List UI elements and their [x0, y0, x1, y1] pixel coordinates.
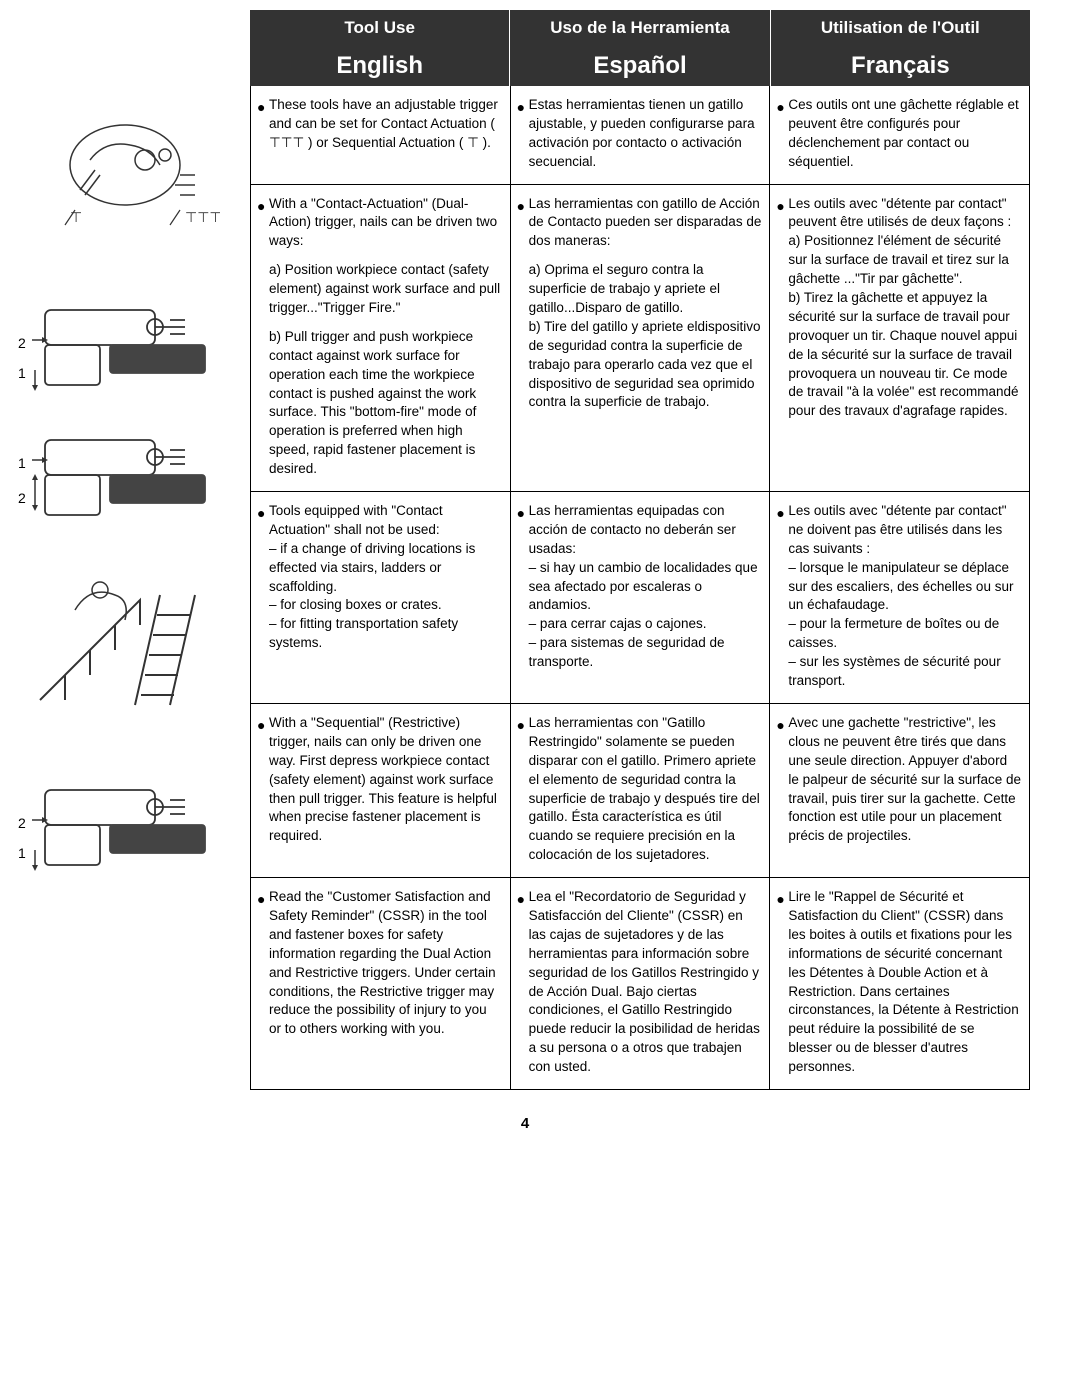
text-es-3b: – si hay un cambio de localidades que se…: [529, 559, 762, 616]
bullet-icon: ●: [257, 197, 265, 217]
content-row-3: ● Tools equipped with "Contact Actuation…: [250, 492, 1030, 704]
cell-fr-2: ● Les outils avec "détente par contact" …: [770, 185, 1029, 491]
text-en-3b: – if a change of driving locations is ef…: [269, 540, 502, 597]
text-es-5: Lea el "Recordatorio de Seguridad y Sati…: [529, 888, 762, 1077]
text-en-5: Read the "Customer Satisfaction and Safe…: [269, 888, 502, 1039]
text-es-3a: Las herramientas equipadas con acción de…: [529, 502, 762, 559]
text-en-3c: – for closing boxes or crates.: [269, 596, 502, 615]
text-en-2b: a) Position workpiece contact (safety el…: [269, 261, 502, 318]
text-fr-2a: Les outils avec "détente par contact" pe…: [788, 195, 1021, 233]
text-fr-3b: – lorsque le manipulateur se déplace sur…: [788, 559, 1021, 616]
text-es-1: Estas herramientas tienen un gatillo aju…: [529, 96, 762, 172]
bullet-icon: ●: [776, 98, 784, 118]
cell-en-1: ● These tools have an adjustable trigger…: [251, 86, 511, 184]
text-es-2c: b) Tire del gatillo y apriete eldisposit…: [529, 318, 762, 412]
text-en-3d: – for fitting transportation safety syst…: [269, 615, 502, 653]
header-utilisation: Utilisation de l'Outil: [771, 10, 1030, 46]
text-en-2a: With a "Contact-Actuation" (Dual-Action)…: [269, 195, 502, 252]
illustration-sequential-fire: 2 1: [20, 770, 220, 880]
text-en-4: With a "Sequential" (Restrictive) trigge…: [269, 714, 502, 846]
cell-fr-5: ● Lire le "Rappel de Sécurité et Satisfa…: [770, 878, 1029, 1089]
illustration-contact-fire-b: 1 2: [20, 420, 220, 530]
bullet-icon: ●: [776, 197, 784, 217]
lang-espanol: Español: [510, 46, 770, 86]
bullet-icon: ●: [257, 98, 265, 118]
language-header-row: English Español Français: [250, 46, 1030, 86]
text-fr-2b: a) Positionnez l'élément de sécurité sur…: [788, 232, 1021, 289]
cell-en-5: ● Read the "Customer Satisfaction and Sa…: [251, 878, 511, 1089]
text-en-3a: Tools equipped with "Contact Actuation" …: [269, 502, 502, 540]
cell-es-3: ● Las herramientas equipadas con acción …: [511, 492, 771, 703]
content-row-4: ● With a "Sequential" (Restrictive) trig…: [250, 704, 1030, 878]
text-fr-5: Lire le "Rappel de Sécurité et Satisfact…: [788, 888, 1021, 1077]
bullet-icon: ●: [517, 504, 525, 524]
cell-es-5: ● Lea el "Recordatorio de Seguridad y Sa…: [511, 878, 771, 1089]
bullet-icon: ●: [776, 890, 784, 910]
bullet-icon: ●: [517, 890, 525, 910]
cell-fr-3: ● Les outils avec "détente par contact" …: [770, 492, 1029, 703]
content-row-2: ● With a "Contact-Actuation" (Dual-Actio…: [250, 185, 1030, 492]
bullet-icon: ●: [776, 716, 784, 736]
bullet-icon: ●: [517, 98, 525, 118]
cell-en-2: ● With a "Contact-Actuation" (Dual-Actio…: [251, 185, 511, 491]
text-fr-2c: b) Tirez la gâchette et appuyez la sécur…: [788, 289, 1021, 421]
text-fr-4: Avec une gachette "restrictive", les clo…: [788, 714, 1021, 846]
text-es-3d: – para sistemas de seguridad de transpor…: [529, 634, 762, 672]
text-fr-3a: Les outils avec "détente par contact" ne…: [788, 502, 1021, 559]
cell-fr-1: ● Ces outils ont une gâchette réglable e…: [770, 86, 1029, 184]
bullet-icon: ●: [517, 197, 525, 217]
illustration-column: ⊤ ⊤⊤⊤ 2 1: [20, 10, 240, 1090]
cell-es-2: ● Las herramientas con gatillo de Acción…: [511, 185, 771, 491]
content-row-5: ● Read the "Customer Satisfaction and Sa…: [250, 878, 1030, 1090]
cell-fr-4: ● Avec une gachette "restrictive", les c…: [770, 704, 1029, 877]
illustration-contact-fire-a: 2 1: [20, 290, 220, 400]
content-row-1: ● These tools have an adjustable trigger…: [250, 86, 1030, 185]
bullet-icon: ●: [257, 504, 265, 524]
illustration-trigger-modes: ⊤ ⊤⊤⊤: [20, 110, 220, 240]
title-header-row: Tool Use Uso de la Herramienta Utilisati…: [250, 10, 1030, 46]
text-es-2a: Las herramientas con gatillo de Acción d…: [529, 195, 762, 252]
text-fr-1: Ces outils ont une gâchette réglable et …: [788, 96, 1021, 172]
bullet-icon: ●: [257, 890, 265, 910]
content-column: Tool Use Uso de la Herramienta Utilisati…: [250, 10, 1030, 1090]
text-es-4: Las herramientas con "Gatillo Restringid…: [529, 714, 762, 865]
cell-es-1: ● Estas herramientas tienen un gatillo a…: [511, 86, 771, 184]
text-en-1: These tools have an adjustable trigger a…: [269, 96, 502, 153]
text-es-3c: – para cerrar cajas o cajones.: [529, 615, 762, 634]
text-en-2c: b) Pull trigger and push workpiece conta…: [269, 328, 502, 479]
cell-en-4: ● With a "Sequential" (Restrictive) trig…: [251, 704, 511, 877]
bullet-icon: ●: [257, 716, 265, 736]
bullet-icon: ●: [776, 504, 784, 524]
header-tool-use: Tool Use: [250, 10, 510, 46]
cell-es-4: ● Las herramientas con "Gatillo Restring…: [511, 704, 771, 877]
svg-text:⊤: ⊤: [70, 209, 82, 225]
text-es-2b: a) Oprima el seguro contra la superficie…: [529, 261, 762, 318]
illustration-stairs-ladder: [20, 570, 220, 720]
text-fr-3d: – sur les systèmes de sécurité pour tran…: [788, 653, 1021, 691]
text-fr-3c: – pour la fermeture de boîtes ou de cais…: [788, 615, 1021, 653]
svg-text:⊤⊤⊤: ⊤⊤⊤: [185, 209, 220, 225]
cell-en-3: ● Tools equipped with "Contact Actuation…: [251, 492, 511, 703]
header-uso: Uso de la Herramienta: [510, 10, 770, 46]
bullet-icon: ●: [517, 716, 525, 736]
page-number: 4: [20, 1115, 1030, 1132]
lang-english: English: [250, 46, 510, 86]
lang-francais: Français: [771, 46, 1030, 86]
